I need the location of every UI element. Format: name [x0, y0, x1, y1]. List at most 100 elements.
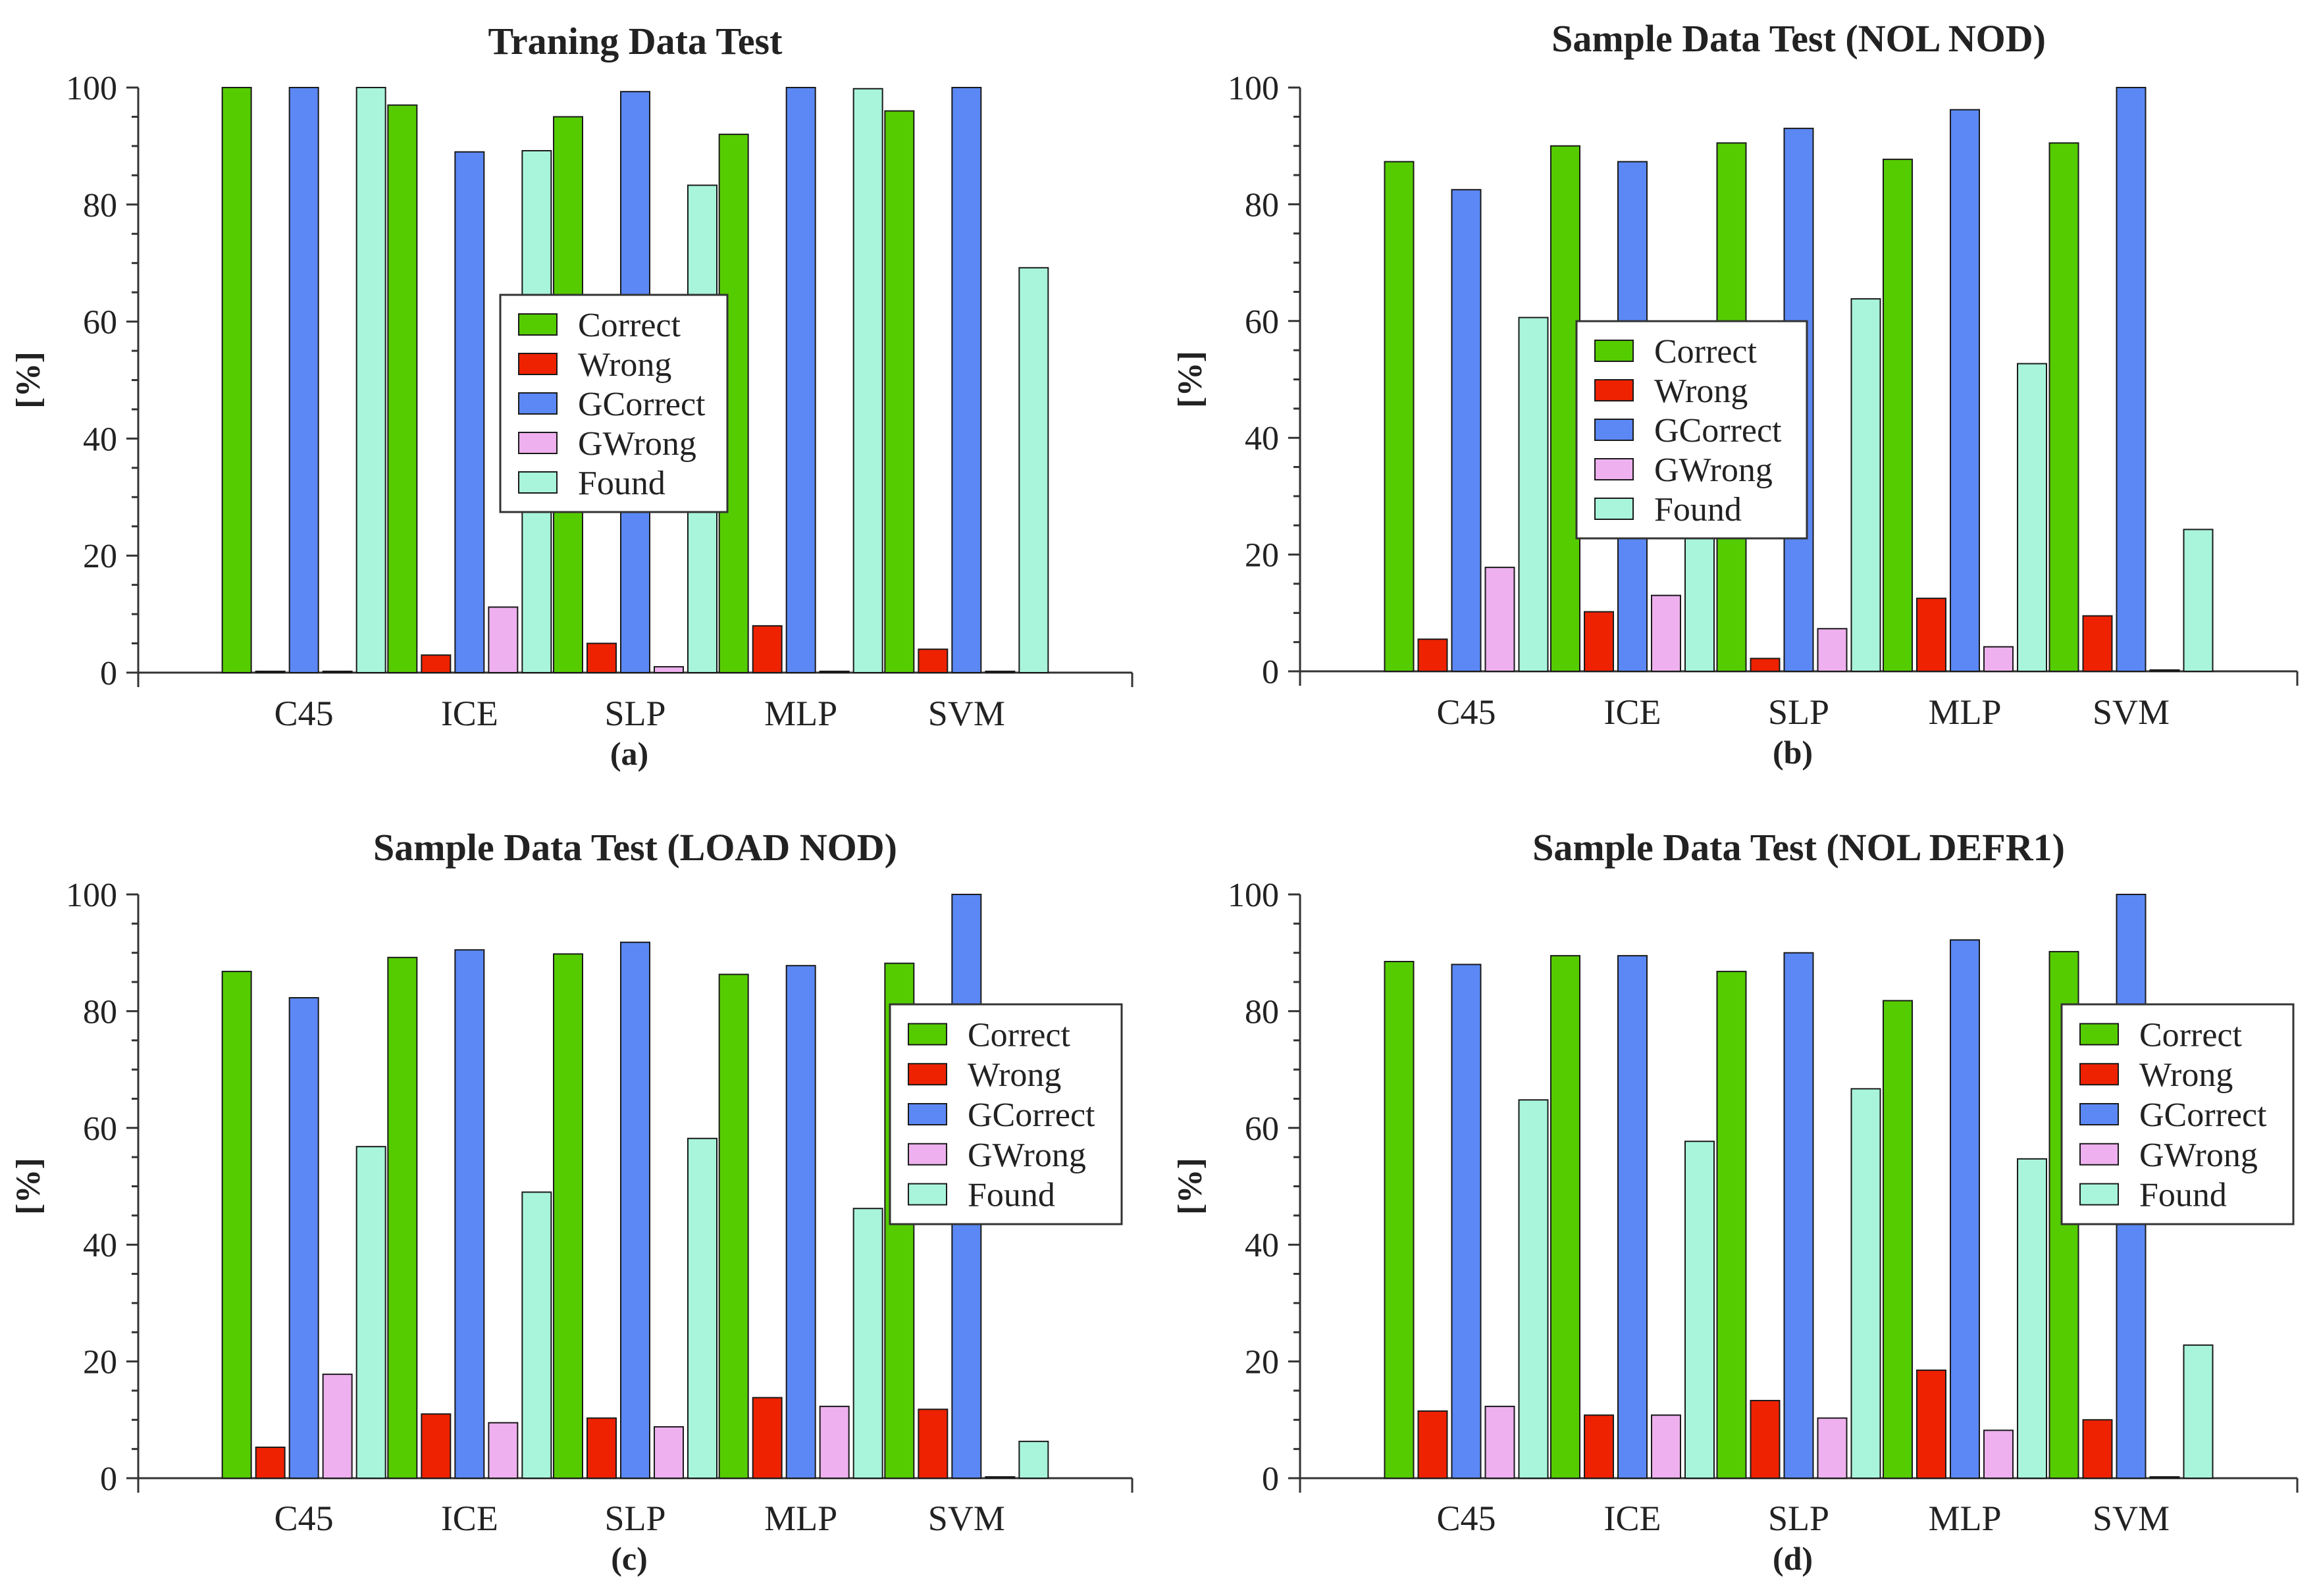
legend-swatch-wrong	[908, 1063, 947, 1086]
x-category-label: C45	[274, 694, 334, 733]
legend-label: GCorrect	[2139, 1096, 2267, 1134]
panel-sublabel: (a)	[610, 735, 648, 772]
bar-wrong-svm	[2082, 1419, 2113, 1480]
legend-swatch-correct	[1594, 340, 1634, 362]
bar-gwrong-c45	[322, 1374, 353, 1480]
x-category-label: SVM	[928, 694, 1005, 733]
legend-swatch-found	[2079, 1183, 2119, 1206]
bar-gwrong-c45	[322, 671, 353, 673]
x-category-label: MLP	[764, 1499, 837, 1538]
bar-wrong-c45	[255, 1446, 286, 1480]
x-category-label: C45	[274, 1499, 334, 1538]
bar-gcorrect-mlp	[785, 965, 816, 1479]
legend-swatch-gwrong	[518, 432, 558, 454]
bar-wrong-slp	[586, 642, 617, 673]
legend-label: GCorrect	[578, 386, 706, 423]
chart-panel-3: Sample Data Test (LOAD NOD) [%] 0 20 40 60 80 1…	[10, 826, 1133, 1577]
y-tick-label: 60	[83, 304, 117, 342]
legend-label: GWrong	[1654, 451, 1773, 489]
y-tick-label: 20	[1245, 1344, 1279, 1381]
y-tick-label: 40	[83, 421, 117, 458]
legend-swatch-gcorrect	[2079, 1103, 2119, 1125]
bar-found-mlp	[2017, 1158, 2047, 1480]
legend-label: Correct	[968, 1016, 1070, 1054]
bar-wrong-mlp	[1916, 598, 1946, 672]
bar-wrong-ice	[1584, 1414, 1614, 1480]
bar-correct-mlp	[718, 973, 749, 1480]
legend-swatch-gcorrect	[908, 1103, 947, 1125]
bar-gcorrect-svm	[2116, 87, 2147, 672]
x-category-label: SVM	[2093, 692, 2170, 732]
x-category-label: C45	[1436, 1499, 1496, 1538]
bar-found-ice	[521, 1191, 552, 1479]
legend-swatch-wrong	[1594, 379, 1634, 401]
chart-panel-2: Sample Data Test (NOL NOD) [%] 0 20 40 60 80 10…	[1172, 17, 2299, 771]
bar-gcorrect-mlp	[1950, 109, 1980, 672]
bar-gwrong-mlp	[1983, 646, 2014, 672]
chart-title: Sample Data Test (NOL DEFR1)	[1532, 826, 2065, 869]
bar-gcorrect-ice	[1617, 955, 1648, 1479]
bar-gwrong-svm	[985, 1476, 1016, 1479]
bar-gwrong-ice	[488, 606, 519, 674]
y-tick-label: 20	[83, 538, 117, 575]
legend-label: Wrong	[1654, 373, 1748, 410]
bar-wrong-slp	[1750, 1400, 1781, 1480]
bar-gcorrect-c45	[288, 87, 319, 673]
bar-wrong-ice	[421, 654, 452, 674]
y-axis-label: [%]	[10, 351, 47, 409]
bar-gwrong-ice	[488, 1422, 519, 1480]
x-category-label: SLP	[604, 694, 665, 733]
legend-label: Found	[968, 1177, 1055, 1214]
chart-panel-1: Traning Data Test [%] 0 20 40 60 80 100 C45 ICE SL…	[10, 20, 1133, 772]
x-category-label: ICE	[1604, 692, 1661, 732]
y-axis-label: [%]	[10, 1158, 47, 1215]
y-tick-label: 80	[1245, 186, 1279, 224]
bar-found-slp	[1850, 298, 1881, 672]
y-tick-label: 60	[1245, 1110, 1279, 1148]
x-category-label: C45	[1436, 692, 1496, 732]
bar-wrong-mlp	[752, 625, 783, 674]
y-axis-label: [%]	[1172, 1158, 1209, 1215]
bar-wrong-c45	[1417, 1410, 1448, 1480]
bar-gwrong-c45	[1484, 567, 1515, 673]
bar-gcorrect-mlp	[1950, 939, 1980, 1480]
bar-wrong-slp	[586, 1417, 617, 1479]
legend-label: GWrong	[578, 425, 696, 463]
legend-swatch-wrong	[518, 353, 558, 375]
bar-correct-mlp	[1883, 159, 1913, 672]
legend-label: GCorrect	[1654, 412, 1782, 450]
y-tick-label: 60	[83, 1110, 117, 1148]
bar-gcorrect-ice	[454, 949, 485, 1479]
bar-found-ice	[1684, 1141, 1715, 1480]
legend-label: Correct	[2139, 1016, 2242, 1054]
bar-wrong-mlp	[752, 1397, 783, 1479]
panel-sublabel: (d)	[1773, 1540, 1813, 1577]
bar-found-mlp	[2017, 363, 2047, 673]
bar-gwrong-mlp	[819, 671, 850, 673]
y-tick-label: 100	[1228, 877, 1279, 914]
bar-gwrong-slp	[654, 1426, 684, 1480]
bar-correct-c45	[1384, 961, 1415, 1479]
legend-label: Found	[2139, 1177, 2227, 1214]
bar-gcorrect-svm	[951, 87, 982, 673]
panel-sublabel: (c)	[611, 1540, 648, 1577]
bar-correct-svm	[2048, 142, 2079, 672]
bar-gwrong-svm	[2149, 669, 2180, 672]
bar-correct-ice	[1550, 145, 1580, 672]
x-category-label: SVM	[928, 1499, 1005, 1538]
bar-gcorrect-ice	[454, 151, 485, 674]
bar-found-mlp	[852, 88, 883, 673]
y-tick-label: 0	[1262, 1460, 1279, 1498]
legend-label: GWrong	[2139, 1137, 2258, 1174]
chart-title: Traning Data Test	[488, 20, 783, 63]
y-tick-label: 100	[66, 877, 117, 914]
y-tick-label: 20	[1245, 537, 1279, 575]
legend-swatch-gcorrect	[1594, 419, 1634, 441]
bar-gcorrect-mlp	[785, 87, 816, 673]
bar-wrong-ice	[421, 1413, 452, 1479]
y-tick-label: 20	[83, 1344, 117, 1381]
legend-label: Found	[578, 465, 665, 502]
bar-found-svm	[2183, 528, 2214, 672]
